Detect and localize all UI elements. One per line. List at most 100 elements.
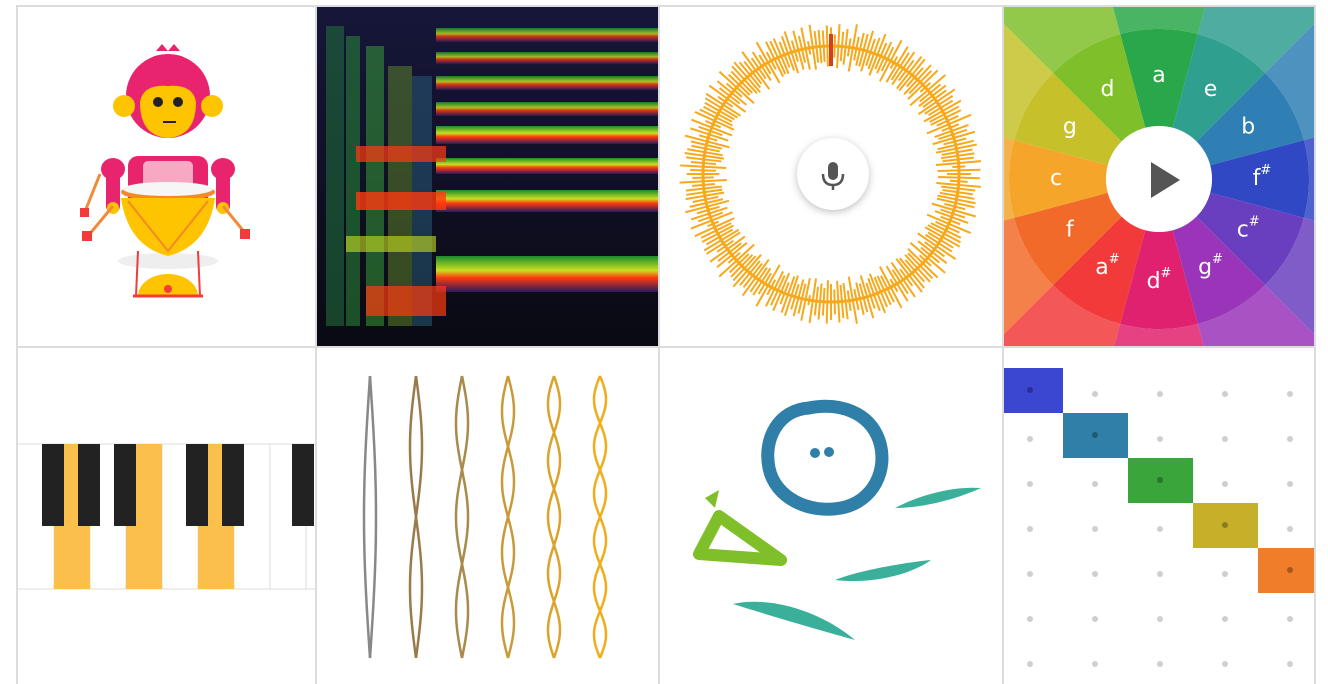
active-grid-cell[interactable] xyxy=(1063,413,1128,458)
waveform-spike xyxy=(929,105,960,123)
waveform-spike xyxy=(797,283,807,314)
wheel-note-segment[interactable] xyxy=(1172,34,1266,142)
grid-dot[interactable] xyxy=(1287,436,1293,442)
waveform-spike xyxy=(909,74,946,107)
tile-rhythm[interactable] xyxy=(18,6,315,346)
grid-dot[interactable] xyxy=(1092,391,1098,397)
waveform-spike xyxy=(937,168,981,172)
grid-dot[interactable] xyxy=(1222,481,1228,487)
waveform-spike xyxy=(903,64,932,95)
grid-dot[interactable] xyxy=(1027,661,1033,667)
waveform-spike xyxy=(928,99,954,117)
grid-dot[interactable] xyxy=(1157,436,1163,442)
grid-dot[interactable] xyxy=(1222,436,1228,442)
grid-dot[interactable] xyxy=(1027,481,1033,487)
grid-dot[interactable] xyxy=(1092,481,1098,487)
wheel-outer-segment[interactable] xyxy=(1004,285,1121,346)
wheel-outer-segment[interactable] xyxy=(1265,217,1314,346)
wheel-outer-segment[interactable] xyxy=(1265,6,1314,141)
grid-dot[interactable] xyxy=(1092,661,1098,667)
waveform-spike xyxy=(885,46,909,83)
tile-voice-spinner[interactable] xyxy=(659,6,1003,346)
waveform-spike xyxy=(742,262,763,288)
grid-dot[interactable] xyxy=(1287,391,1293,397)
waveform-spike xyxy=(716,80,748,106)
active-grid-cell[interactable] xyxy=(1193,503,1258,548)
wheel-outer-segment[interactable] xyxy=(1004,217,1053,346)
vibrating-string xyxy=(454,375,470,659)
grid-dot[interactable] xyxy=(1157,616,1163,622)
tile-spectrogram[interactable] xyxy=(316,6,658,346)
wheel-note-segment[interactable] xyxy=(1172,216,1266,324)
wheel-note-segment[interactable] xyxy=(1120,29,1198,128)
grid-dot[interactable] xyxy=(1027,526,1033,532)
grid-dot[interactable] xyxy=(1222,616,1228,622)
grid-dot[interactable] xyxy=(1157,526,1163,532)
waveform-spike xyxy=(692,195,719,203)
waveform-spike xyxy=(706,231,741,255)
waveform-spike xyxy=(772,272,791,312)
wheel-outer-segment[interactable] xyxy=(1004,112,1015,247)
tile-kandinsky[interactable] xyxy=(659,348,1003,684)
waveform-spike xyxy=(705,92,742,117)
wheel-outer-segment[interactable] xyxy=(1197,6,1314,73)
waveform-spike xyxy=(936,114,959,127)
grid-dot[interactable] xyxy=(1157,391,1163,397)
waveform-spike xyxy=(898,58,926,92)
grid-dot[interactable] xyxy=(1157,661,1163,667)
grid-dot[interactable] xyxy=(1287,526,1293,532)
grid-dot[interactable] xyxy=(1157,571,1163,577)
tile-arpeggios[interactable] xyxy=(1004,348,1314,684)
waveform-spike xyxy=(717,95,734,108)
tile-strings[interactable] xyxy=(316,348,658,684)
grid-dot[interactable] xyxy=(1027,436,1033,442)
wheel-note-segment[interactable] xyxy=(1014,72,1122,166)
grid-dot[interactable] xyxy=(1222,571,1228,577)
grid-dot[interactable] xyxy=(1092,616,1098,622)
wheel-note-segment[interactable] xyxy=(1210,140,1309,218)
waveform-spike xyxy=(919,82,931,93)
waveform-spike xyxy=(895,258,923,293)
grid-dot[interactable] xyxy=(1287,661,1293,667)
grid-dot[interactable] xyxy=(1092,571,1098,577)
grid-dot[interactable] xyxy=(1027,571,1033,577)
tile-chord-wheel[interactable]: a e b f# c# g# d# a# f c g d xyxy=(1004,6,1314,346)
waveform-spike xyxy=(790,40,799,62)
microphone-button[interactable] xyxy=(797,138,869,210)
waveform-spike xyxy=(718,87,741,105)
wheel-note-segment[interactable] xyxy=(1009,140,1108,218)
tile-piano[interactable] xyxy=(18,348,315,684)
grid-dot[interactable] xyxy=(1092,526,1098,532)
waveform-spike xyxy=(694,217,735,238)
waveform-spike xyxy=(899,268,914,287)
waveform-spike xyxy=(718,70,755,105)
wheel-outer-segment[interactable] xyxy=(1303,112,1314,247)
grid-dot[interactable] xyxy=(1222,391,1228,397)
grid-dot xyxy=(1222,522,1228,528)
wheel-outer-segment[interactable] xyxy=(1092,323,1227,346)
waveform-spike xyxy=(924,233,953,253)
play-icon xyxy=(1151,162,1180,198)
grid-dot[interactable] xyxy=(1222,661,1228,667)
wheel-outer-segment[interactable] xyxy=(1092,6,1227,35)
grid-dot[interactable] xyxy=(1287,481,1293,487)
waveform-spike xyxy=(821,288,826,316)
wheel-outer-segment[interactable] xyxy=(1004,6,1121,73)
grid-dot[interactable] xyxy=(1287,616,1293,622)
grid-dot[interactable] xyxy=(1027,616,1033,622)
wheel-note-segment[interactable] xyxy=(1196,72,1304,166)
wheel-note-segment[interactable] xyxy=(1052,34,1146,142)
wheel-outer-segment[interactable] xyxy=(1197,285,1314,346)
wheel-outer-segment[interactable] xyxy=(1004,6,1053,141)
active-grid-cell[interactable] xyxy=(1128,458,1193,503)
voice-waveform-ring xyxy=(679,24,982,324)
wheel-note-segment[interactable] xyxy=(1052,216,1146,324)
wheel-note-segment[interactable] xyxy=(1196,192,1304,286)
active-grid-cell[interactable] xyxy=(1004,368,1063,413)
play-button[interactable] xyxy=(1106,126,1212,232)
active-grid-cell[interactable] xyxy=(1258,548,1314,593)
wheel-note-segment[interactable] xyxy=(1014,192,1122,286)
waveform-spike xyxy=(741,258,770,297)
waveform-spike xyxy=(842,283,849,320)
wheel-note-segment[interactable] xyxy=(1120,230,1198,329)
